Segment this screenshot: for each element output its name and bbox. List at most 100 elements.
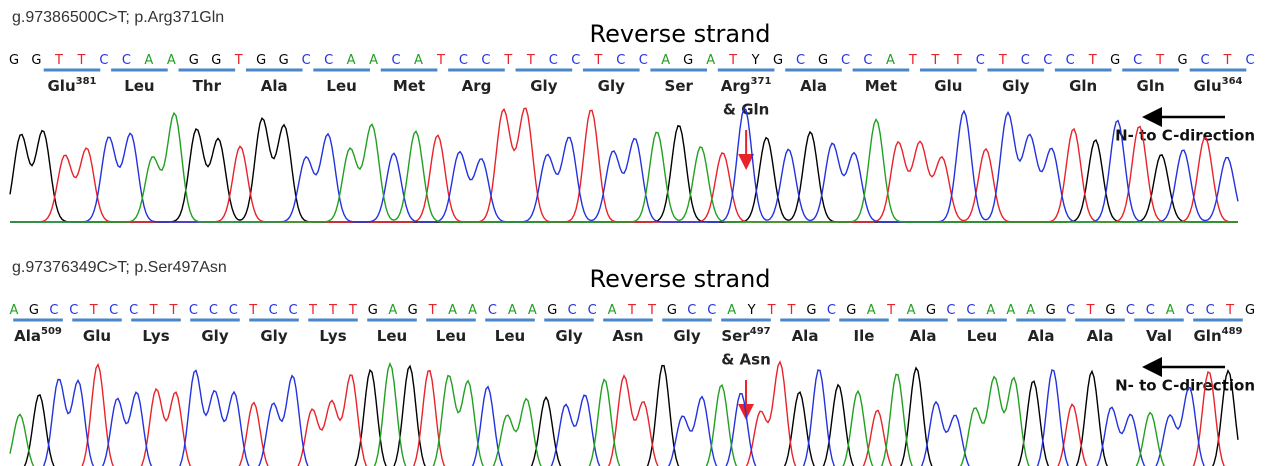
amino-acid-name: Gly bbox=[1002, 77, 1029, 95]
direction-label: N- to C-direction bbox=[1115, 377, 1255, 395]
residue-number: 371 bbox=[751, 76, 772, 87]
amino-acid: Gly bbox=[1002, 77, 1029, 95]
variant-note: & Asn bbox=[721, 351, 771, 369]
amino-acid: Lys bbox=[142, 327, 169, 345]
amino-acid-name: Ala bbox=[792, 327, 819, 345]
amino-acid: Ala bbox=[1087, 327, 1114, 345]
trace bbox=[10, 108, 1238, 222]
amino-acid: Glu381 bbox=[47, 76, 96, 95]
amino-acid: Gln bbox=[1069, 77, 1097, 95]
residue-number: 364 bbox=[1222, 76, 1243, 87]
amino-acid: Lys bbox=[319, 327, 346, 345]
figure: g.97386500C>T; p.Arg371Gln Reverse strand… bbox=[0, 0, 1268, 466]
amino-acid-name: Leu bbox=[326, 77, 356, 95]
amino-acid: Gly bbox=[555, 327, 582, 345]
amino-acid-name: Leu bbox=[436, 327, 466, 345]
amino-acid-name: Glu bbox=[83, 327, 111, 345]
amino-acid-name: Gln bbox=[1069, 77, 1097, 95]
amino-acid: Asn bbox=[612, 327, 643, 345]
amino-acid: Ala bbox=[800, 77, 827, 95]
amino-acid: Ser bbox=[665, 77, 694, 95]
amino-acid: Gln bbox=[1137, 77, 1165, 95]
amino-acid: Met bbox=[865, 77, 897, 95]
amino-acid-name: Leu bbox=[377, 327, 407, 345]
amino-acid-name: Gly bbox=[530, 77, 557, 95]
amino-acid-name: Met bbox=[865, 77, 897, 95]
amino-acid-name: Met bbox=[393, 77, 425, 95]
amino-acid: Arg371 bbox=[721, 76, 772, 95]
amino-acid-name: Gly bbox=[673, 327, 700, 345]
residue-number: 509 bbox=[41, 326, 62, 337]
amino-acid-name: Leu bbox=[124, 77, 154, 95]
trace bbox=[10, 113, 1238, 222]
amino-acid-name: Val bbox=[1146, 327, 1172, 345]
residue-number: 497 bbox=[750, 326, 771, 337]
amino-acid: Leu bbox=[495, 327, 525, 345]
amino-acid: Ala bbox=[910, 327, 937, 345]
amino-acid: Leu bbox=[377, 327, 407, 345]
amino-acid-name: Leu bbox=[967, 327, 997, 345]
amino-acid-name: Gly bbox=[598, 77, 625, 95]
panel: g.97376349C>T; p.Ser497Asn Reverse strand… bbox=[10, 259, 1255, 466]
amino-acid-name: Lys bbox=[319, 327, 346, 345]
amino-acid-name: Ala bbox=[1028, 327, 1055, 345]
amino-acid-name: Gln bbox=[1137, 77, 1165, 95]
residue-number: 489 bbox=[1222, 326, 1243, 337]
strand-label: Reverse strand bbox=[589, 20, 770, 48]
amino-acid-name: Gly bbox=[260, 327, 287, 345]
amino-acid-name: Leu bbox=[495, 327, 525, 345]
trace bbox=[10, 364, 1238, 466]
amino-acid-name: Ala bbox=[800, 77, 827, 95]
amino-acid: Gly bbox=[530, 77, 557, 95]
panel-title: g.97376349C>T; p.Ser497Asn bbox=[12, 259, 227, 276]
amino-acid-name: Asn bbox=[612, 327, 643, 345]
amino-acid-name: Gly bbox=[201, 327, 228, 345]
amino-acid: Leu bbox=[124, 77, 154, 95]
amino-acid-name: Ala bbox=[261, 77, 288, 95]
amino-acid: Met bbox=[393, 77, 425, 95]
amino-acid: Ala bbox=[261, 77, 288, 95]
amino-acid: Gly bbox=[598, 77, 625, 95]
amino-acid: Ser497 bbox=[721, 326, 770, 345]
amino-acid-name: Arg bbox=[462, 77, 492, 95]
trace bbox=[10, 366, 1238, 466]
panel-title: g.97386500C>T; p.Arg371Gln bbox=[12, 9, 224, 26]
amino-acid-name: Ala bbox=[910, 327, 937, 345]
amino-acid: Gln489 bbox=[1193, 326, 1242, 345]
amino-acid: Glu bbox=[934, 77, 962, 95]
amino-acid-name: Arg bbox=[721, 77, 751, 95]
amino-acid-name: Thr bbox=[193, 77, 222, 95]
amino-acid: Thr bbox=[193, 77, 222, 95]
strand-label: Reverse strand bbox=[589, 265, 770, 293]
amino-acid: Ala509 bbox=[14, 326, 62, 345]
amino-acid: Gly bbox=[260, 327, 287, 345]
amino-acid-name: Glu bbox=[934, 77, 962, 95]
amino-acid-name: Ile bbox=[854, 327, 875, 345]
amino-acid: Ile bbox=[854, 327, 875, 345]
amino-acid: Ala bbox=[1028, 327, 1055, 345]
amino-acid-name: Ala bbox=[14, 327, 41, 345]
amino-acid-name: Ser bbox=[665, 77, 694, 95]
trace bbox=[10, 108, 1238, 222]
amino-acid: Leu bbox=[326, 77, 356, 95]
amino-acid: Val bbox=[1146, 327, 1172, 345]
amino-acid-name: Gly bbox=[555, 327, 582, 345]
amino-acid: Glu364 bbox=[1193, 76, 1242, 95]
panel: g.97386500C>T; p.Arg371Gln Reverse strand… bbox=[9, 9, 1255, 222]
trace bbox=[10, 118, 1238, 222]
amino-acid-name: Ser bbox=[721, 327, 750, 345]
amino-acid: Gly bbox=[673, 327, 700, 345]
amino-acid-name: Glu bbox=[1193, 77, 1221, 95]
amino-acid: Arg bbox=[462, 77, 492, 95]
trace bbox=[10, 370, 1238, 466]
trace bbox=[10, 362, 1238, 466]
amino-acid: Ala bbox=[792, 327, 819, 345]
amino-acid: Glu bbox=[83, 327, 111, 345]
amino-acid-name: Lys bbox=[142, 327, 169, 345]
residue-number: 381 bbox=[76, 76, 97, 87]
amino-acid: Gly bbox=[201, 327, 228, 345]
amino-acid-name: Ala bbox=[1087, 327, 1114, 345]
amino-acid-name: Glu bbox=[47, 77, 75, 95]
